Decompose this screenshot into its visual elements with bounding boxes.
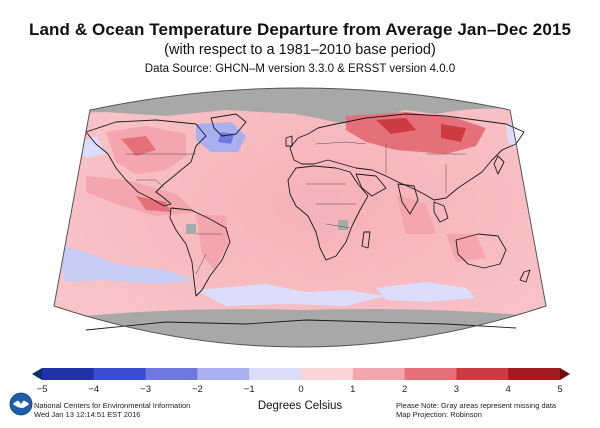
colorbar-segment	[42, 368, 95, 380]
colorbar-tick-label: −2	[192, 384, 203, 395]
coastline-arabia	[355, 173, 387, 197]
colorbar-segment	[404, 368, 457, 380]
colorbar-tick-label: −3	[140, 384, 151, 395]
map-title: Land & Ocean Temperature Departure from …	[28, 20, 572, 39]
color-scale-legend: −5 −4 −3 −2 −1 0 1 2 3 4 5	[32, 368, 570, 395]
colorbar-segment	[93, 368, 147, 380]
continent-outlines	[85, 113, 531, 331]
colorbar-segment	[508, 368, 561, 380]
noaa-logo-icon	[9, 392, 33, 416]
cool-anomaly-south-pacific	[54, 244, 196, 284]
coastline-australia	[455, 233, 507, 269]
coastline-south-america	[169, 207, 231, 297]
colorbar-segment	[249, 368, 302, 380]
data-source-note: Data Source: GHCN–M version 3.3.0 & ERSS…	[144, 63, 456, 75]
colorbar-tick-label: −4	[88, 384, 99, 395]
colorbar-tick-label: −1	[244, 384, 255, 395]
missing-data-note: Please Note: Gray areas represent missin…	[396, 401, 557, 410]
warm-anomaly-south-america	[196, 214, 228, 270]
colorbar-arrow-low	[32, 368, 42, 380]
coastline-antarctica	[85, 319, 517, 331]
coastline-north-america	[85, 119, 207, 207]
legend-title: Degrees Celsius	[257, 400, 343, 412]
colorbar-tick-label: 4	[506, 384, 511, 395]
coastline-new-zealand	[519, 269, 531, 283]
colorbar-arrow-high	[560, 368, 570, 380]
footer-right: Please Note: Gray areas represent missin…	[396, 401, 556, 419]
colorbar-tick-label: 3	[454, 384, 459, 395]
colorbar-segment	[456, 368, 509, 380]
colorbar-tick-label: 0	[298, 384, 303, 395]
projection-note: Map Projection: Robinson	[396, 410, 482, 419]
cool-anomaly-southern-ocean	[196, 284, 386, 306]
colorbar-segment	[197, 368, 250, 380]
footer-left: National Centers for Environmental Infor…	[34, 401, 190, 419]
colorbar-tick-label: 1	[350, 384, 355, 395]
colorbar-tick-label: −5	[37, 384, 48, 395]
org-name: National Centers for Environmental Infor…	[34, 401, 191, 410]
coastline-japan	[493, 155, 505, 175]
coastline-southeast-asia	[433, 201, 449, 223]
missing-data-patch	[338, 220, 348, 230]
generation-date: Wed Jan 13 12:14:51 EST 2016	[34, 410, 141, 419]
colorbar-segment	[352, 368, 406, 380]
coastline-india	[397, 183, 419, 215]
coastline-africa	[287, 165, 369, 261]
world-temperature-map	[53, 87, 547, 348]
colorbar-tick-label: 2	[402, 384, 407, 395]
warm-anomaly-east-pacific	[86, 176, 196, 216]
coastline-greenland	[210, 113, 247, 137]
colorbar-segment	[301, 368, 354, 380]
coastline-europe-asia	[289, 113, 525, 201]
colorbar-segment	[145, 368, 198, 380]
country-borders	[126, 141, 466, 275]
colorbar-tick-label: 5	[557, 384, 562, 395]
map-subtitle: (with respect to a 1981–2010 base period…	[164, 42, 436, 58]
coastline-madagascar	[361, 231, 371, 249]
coastline-british-isles	[285, 135, 293, 147]
map-fill	[54, 88, 546, 347]
